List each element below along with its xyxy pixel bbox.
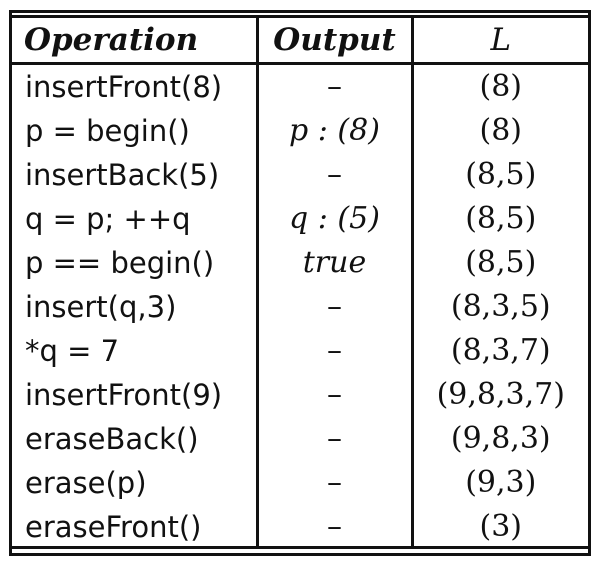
operations-table: Operation Output L insertFront(8) – (8) … [12,18,588,549]
operation-cell: insertBack(5) [12,153,259,197]
header-output: Output [257,18,414,65]
output-cell: – [257,63,414,109]
operation-cell: insertFront(8) [12,63,259,109]
list-cell: (9,3) [465,465,537,500]
list-cell: (8,5) [465,157,537,192]
list-cell: (8,3,7) [450,333,551,368]
output-cell: – [257,461,414,505]
output-cell: – [257,505,414,549]
list-cell: (8) [479,113,523,148]
header-list: L [412,18,588,65]
output-cell: – [257,285,414,329]
operation-cell: p = begin() [12,109,259,153]
table-row: insertFront(8) – (8) [12,63,588,109]
list-cell: (9,8,3,7) [436,377,565,412]
table-row: erase(p) – (9,3) [12,461,588,505]
top-double-rule [9,10,591,18]
operation-cell: p == begin() [12,241,259,285]
list-cell: (8) [479,69,523,104]
operation-cell: *q = 7 [12,329,259,373]
operation-cell: insertFront(9) [12,373,259,417]
list-cell: (8,3,5) [450,289,551,324]
list-cell: (8,5) [465,245,537,280]
list-cell: (8,5) [465,201,537,236]
output-cell: – [257,329,414,373]
table-row: eraseBack() – (9,8,3) [12,417,588,461]
output-cell: – [257,417,414,461]
output-cell: – [257,373,414,417]
list-cell: (3) [479,509,523,544]
table-row: p == begin() true (8,5) [12,241,588,285]
output-cell: true [257,241,414,285]
header-operation: Operation [12,18,259,65]
operation-cell: insert(q,3) [12,285,259,329]
output-cell: – [257,153,414,197]
table-row: insert(q,3) – (8,3,5) [12,285,588,329]
table-row: q = p; ++q q : (5) (8,5) [12,197,588,241]
table-row: p = begin() p : (8) (8) [12,109,588,153]
operation-cell: erase(p) [12,461,259,505]
output-cell: q : (5) [257,197,414,241]
table-frame [9,10,591,556]
operation-cell: eraseFront() [12,505,259,549]
header-row: Operation Output L [12,18,588,65]
operation-cell: q = p; ++q [12,197,259,241]
table-row: insertFront(9) – (9,8,3,7) [12,373,588,417]
table-row: eraseFront() – (3) [12,505,588,549]
output-cell: p : (8) [257,109,414,153]
operation-cell: eraseBack() [12,417,259,461]
list-cell: (9,8,3) [450,421,551,456]
table-row: insertBack(5) – (8,5) [12,153,588,197]
table-row: *q = 7 – (8,3,7) [12,329,588,373]
